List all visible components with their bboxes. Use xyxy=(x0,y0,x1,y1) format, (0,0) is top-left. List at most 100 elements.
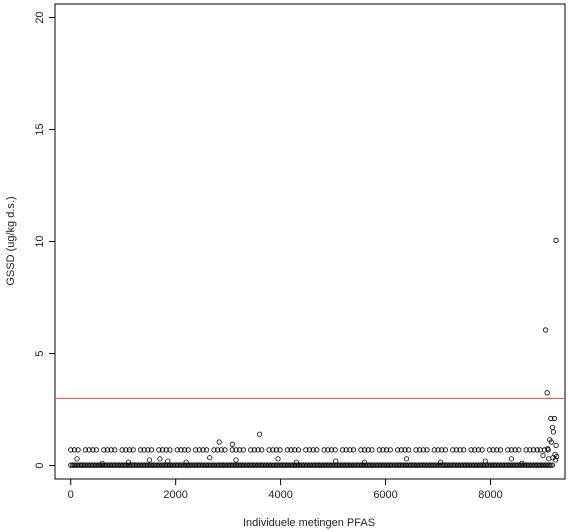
data-point xyxy=(420,447,426,453)
data-point xyxy=(435,447,441,453)
data-point xyxy=(553,442,559,448)
data-point xyxy=(68,447,74,453)
y-tick-label: 0 xyxy=(34,462,46,468)
data-point xyxy=(255,447,261,453)
data-point xyxy=(248,447,254,453)
data-point xyxy=(86,447,92,453)
data-point xyxy=(438,459,444,465)
data-point xyxy=(293,459,299,465)
data-point xyxy=(218,447,224,453)
data-point xyxy=(457,447,463,453)
data-point xyxy=(119,447,125,453)
data-point xyxy=(508,447,515,453)
x-tick-label: 2000 xyxy=(163,489,187,501)
data-point xyxy=(270,447,276,453)
y-axis: 0 5 10 15 20 xyxy=(34,11,55,469)
data-point xyxy=(104,447,111,453)
data-point xyxy=(108,447,114,453)
y-axis-title: GSSD (ug/kg d.s.) xyxy=(5,196,17,285)
data-point xyxy=(182,447,188,453)
data-point xyxy=(183,459,189,465)
data-point xyxy=(505,447,511,453)
data-point xyxy=(523,447,529,453)
data-point xyxy=(551,415,558,422)
data-point xyxy=(93,447,100,453)
data-point xyxy=(277,447,283,453)
data-point xyxy=(534,447,540,453)
data-point xyxy=(275,456,281,462)
data-point xyxy=(196,447,202,453)
data-point xyxy=(229,441,235,447)
data-point xyxy=(207,455,213,461)
data-point xyxy=(546,462,552,468)
data-point xyxy=(146,457,153,463)
data-point xyxy=(540,452,546,459)
data-point xyxy=(99,460,105,466)
data-point xyxy=(542,327,549,333)
data-point xyxy=(215,447,221,453)
data-point xyxy=(468,447,474,453)
data-point xyxy=(544,390,550,396)
data-point xyxy=(548,462,554,468)
data-point xyxy=(482,458,488,464)
data-point xyxy=(216,439,222,445)
data-point xyxy=(325,447,331,453)
plot-frame xyxy=(54,3,566,480)
data-point xyxy=(74,456,80,462)
data-point xyxy=(369,447,375,453)
data-point xyxy=(453,447,459,453)
y-tick-label: 5 xyxy=(34,350,46,356)
data-point xyxy=(361,447,368,453)
x-tick-label: 8000 xyxy=(478,489,502,501)
data-point xyxy=(284,447,291,453)
x-tick-label: 0 xyxy=(68,489,74,501)
data-point xyxy=(193,447,199,453)
data-point xyxy=(303,447,309,453)
data-point xyxy=(548,439,554,445)
data-point xyxy=(343,447,349,453)
data-point xyxy=(548,415,554,422)
data-point xyxy=(490,447,496,453)
data-point xyxy=(233,447,239,453)
data-point xyxy=(328,447,335,453)
data-point xyxy=(402,447,408,453)
data-point xyxy=(365,447,371,453)
data-point xyxy=(380,447,386,453)
data-point xyxy=(450,447,456,453)
data-point xyxy=(486,447,493,453)
data-point xyxy=(259,447,265,453)
data-point xyxy=(417,447,423,453)
data-point xyxy=(413,447,419,453)
data-point xyxy=(442,447,448,453)
data-point xyxy=(494,447,500,453)
data-point xyxy=(550,429,557,435)
data-point xyxy=(398,447,404,453)
data-point xyxy=(350,447,357,453)
data-point xyxy=(273,447,280,453)
data-point xyxy=(512,447,518,453)
data-point xyxy=(403,456,410,462)
data-point xyxy=(472,447,478,453)
data-point xyxy=(508,456,515,462)
data-point xyxy=(233,457,239,463)
data-point xyxy=(314,447,320,453)
data-point xyxy=(516,447,522,453)
data-point xyxy=(333,458,339,464)
data-point xyxy=(424,447,430,453)
data-point xyxy=(204,447,210,453)
data-point xyxy=(549,462,556,468)
data-point xyxy=(148,447,155,453)
data-point xyxy=(439,447,445,453)
data-point xyxy=(222,447,228,453)
data-point xyxy=(240,447,246,453)
data-point xyxy=(519,460,525,466)
data-points xyxy=(68,237,560,468)
data-point xyxy=(475,447,482,453)
data-point xyxy=(211,447,217,453)
data-point xyxy=(125,459,132,465)
data-point xyxy=(332,447,338,453)
data-point xyxy=(165,458,171,464)
data-point xyxy=(395,447,401,453)
data-point xyxy=(237,447,243,453)
data-point xyxy=(321,447,327,453)
